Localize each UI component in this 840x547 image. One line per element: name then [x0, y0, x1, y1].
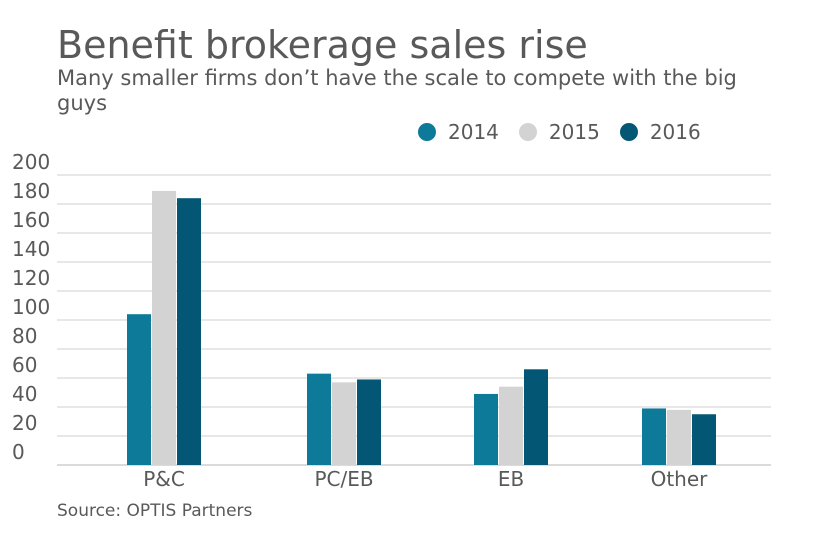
chart-title: Benefit brokerage sales rise — [57, 23, 588, 67]
legend-label-2015: 2015 — [548, 120, 600, 144]
bar-pc-eb-2016 — [357, 379, 381, 465]
bar-p-c-2016 — [177, 198, 201, 465]
y-tick-label-40: 40 — [12, 382, 37, 406]
bar-other-2016 — [692, 414, 716, 465]
x-tick-label-eb: EB — [498, 467, 524, 491]
y-tick-label-100: 100 — [12, 295, 50, 319]
x-axis-ticks: P&C PC/EB EB Other — [143, 467, 708, 491]
y-tick-label-60: 60 — [12, 353, 37, 377]
legend: 2014 2015 2016 — [418, 120, 721, 144]
y-tick-label-140: 140 — [12, 237, 50, 261]
x-tick-label-p-c: P&C — [143, 467, 185, 491]
legend-item-2016: 2016 — [619, 120, 701, 144]
x-tick-label-other: Other — [651, 467, 709, 491]
y-tick-label-200: 200 — [12, 150, 50, 174]
y-tick-label-0: 0 — [12, 440, 25, 464]
legend-swatch-2015 — [518, 123, 537, 141]
bar-p-c-2015 — [152, 190, 176, 465]
legend-label-2014: 2014 — [448, 120, 499, 144]
legend-swatch-2014 — [418, 123, 436, 141]
legend-item-2015: 2015 — [518, 120, 600, 144]
bar-eb-2015 — [499, 386, 523, 465]
legend-swatch-2016 — [619, 123, 638, 141]
y-tick-label-180: 180 — [12, 179, 50, 203]
bar-pc-eb-2014 — [307, 373, 331, 465]
bar-eb-2014 — [474, 393, 498, 465]
bars — [127, 190, 716, 465]
bar-other-2015 — [667, 409, 691, 465]
bar-p-c-2014 — [127, 314, 151, 465]
y-tick-label-20: 20 — [12, 411, 37, 435]
y-tick-label-160: 160 — [12, 208, 50, 232]
bar-other-2014 — [642, 408, 666, 465]
source-note: Source: OPTIS Partners — [57, 501, 253, 521]
x-tick-label-pc-eb: PC/EB — [314, 467, 373, 491]
chart-subtitle: Many smaller firms don’t have the scale … — [57, 66, 737, 115]
legend-item-2014: 2014 — [418, 120, 499, 144]
legend-label-2016: 2016 — [649, 120, 701, 144]
y-tick-label-120: 120 — [12, 266, 50, 290]
bar-eb-2016 — [524, 369, 548, 465]
y-tick-label-80: 80 — [12, 324, 37, 348]
bar-pc-eb-2015 — [332, 382, 356, 465]
y-axis-ticks: 0 20 40 60 80 100 120 140 160 180 200 — [12, 150, 50, 464]
